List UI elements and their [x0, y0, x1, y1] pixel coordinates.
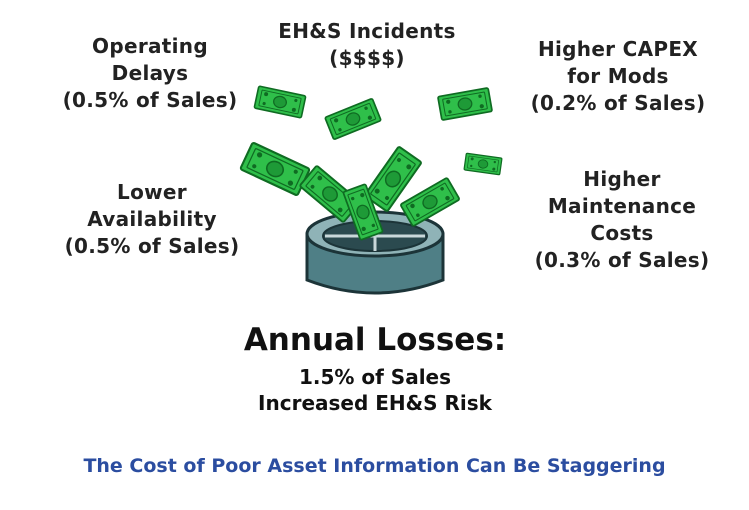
higher-maintenance-value: (0.3% of Sales): [534, 248, 710, 272]
money-drain-illustration: [239, 85, 503, 295]
money-bill: [399, 176, 461, 228]
operating-delays-line1: Operating: [92, 34, 208, 58]
money-bill: [436, 87, 494, 121]
money-bills: [239, 85, 503, 241]
higher-maintenance-line1: Higher: [583, 167, 661, 191]
lower-availability-value: (0.5% of Sales): [64, 234, 240, 258]
higher-maintenance-line2: Maintenance: [547, 194, 697, 218]
operating-delays-line2: Delays: [111, 61, 189, 85]
money-bill: [463, 152, 503, 176]
lower-availability-line2: Availability: [87, 207, 217, 231]
higher-capex-label: Higher CAPEX for Mods (0.2% of Sales): [508, 36, 728, 117]
money-bill: [253, 85, 307, 119]
annual-losses-sales: 1.5% of Sales: [298, 365, 452, 389]
annual-losses-risk: Increased EH&S Risk: [258, 391, 492, 415]
drain-pipe: [305, 210, 445, 295]
higher-maintenance-label: Higher Maintenance Costs (0.3% of Sales): [512, 166, 732, 274]
higher-capex-value: (0.2% of Sales): [530, 91, 706, 115]
operating-delays-label: Operating Delays (0.5% of Sales): [40, 33, 260, 114]
lower-availability-line1: Lower: [117, 180, 187, 204]
money-bill: [239, 141, 311, 197]
higher-capex-line1: Higher CAPEX: [537, 37, 699, 61]
operating-delays-value: (0.5% of Sales): [62, 88, 238, 112]
ehs-incidents-title: EH&S Incidents: [278, 19, 456, 43]
higher-capex-line2: for Mods: [567, 64, 669, 88]
higher-maintenance-line3: Costs: [590, 221, 654, 245]
annual-losses-title: Annual Losses:: [243, 322, 507, 358]
ehs-incidents-label: EH&S Incidents ($$$$): [252, 18, 482, 72]
lower-availability-label: Lower Availability (0.5% of Sales): [42, 179, 262, 260]
footer-caption: The Cost of Poor Asset Information Can B…: [83, 455, 666, 477]
ehs-incidents-value: ($$$$): [329, 46, 405, 70]
money-bill: [324, 97, 382, 141]
